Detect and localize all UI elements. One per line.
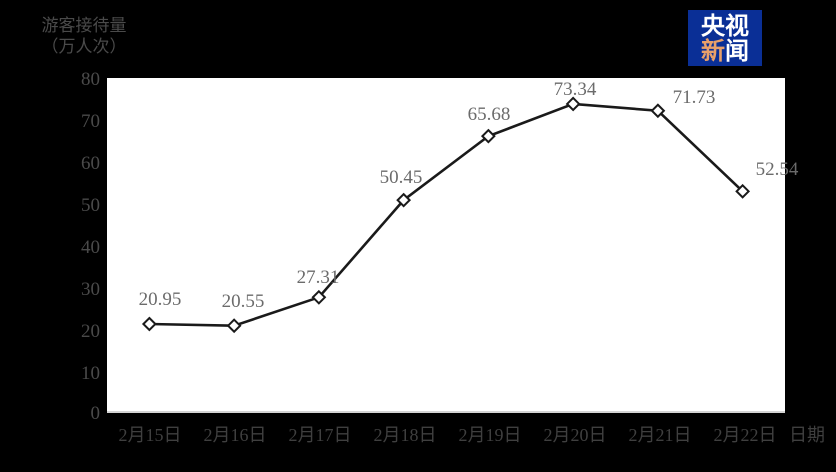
logo-line-1: 央 视 [701, 14, 749, 38]
x-tick-7: 2月22日 [713, 425, 777, 445]
y-tick-80: 80 [81, 69, 100, 90]
x-tick-4: 2月19日 [458, 425, 522, 445]
series-markers [141, 96, 751, 334]
x-axis-title: 日期 [789, 425, 825, 445]
y-axis-title: 游客接待量 （万人次） [41, 16, 127, 57]
y-tick-30: 30 [81, 279, 100, 300]
x-tick-0: 2月15日 [118, 425, 182, 445]
cctv-news-logo: 央 视 新 闻 [688, 10, 762, 66]
logo-char-wen: 闻 [725, 36, 749, 65]
y-tick-20: 20 [81, 321, 100, 342]
y-tick-60: 60 [81, 153, 100, 174]
y-tick-40: 40 [81, 237, 100, 258]
data-point-marker [141, 316, 157, 332]
x-tick-5: 2月20日 [543, 425, 607, 445]
logo-char-shi: 视 [725, 11, 749, 40]
data-point-marker [226, 318, 242, 334]
plot-area [107, 78, 785, 413]
data-point-marker [735, 183, 751, 199]
data-point-marker [650, 103, 666, 119]
data-point-marker [311, 289, 327, 305]
y-axis-tick-labels: 80 70 60 50 40 30 20 10 0 [48, 0, 100, 472]
logo-char-yang: 央 [701, 11, 725, 40]
logo-char-xin: 新 [701, 36, 725, 65]
data-point-marker [480, 128, 496, 144]
x-tick-3: 2月18日 [373, 425, 437, 445]
series-line-tourists [149, 102, 744, 327]
y-tick-50: 50 [81, 195, 100, 216]
x-tick-1: 2月16日 [203, 425, 267, 445]
data-point-marker [396, 192, 412, 208]
logo-line-2: 新 闻 [701, 39, 749, 63]
x-axis-tick-labels: 2月15日 2月16日 2月17日 2月18日 2月19日 2月20日 2月21… [107, 424, 785, 452]
y-tick-10: 10 [81, 363, 100, 384]
x-tick-6: 2月21日 [628, 425, 692, 445]
y-tick-0: 0 [90, 403, 101, 424]
y-tick-70: 70 [81, 111, 100, 132]
data-point-marker [565, 96, 581, 112]
line-chart-svg [107, 96, 785, 413]
x-tick-2: 2月17日 [288, 425, 352, 445]
